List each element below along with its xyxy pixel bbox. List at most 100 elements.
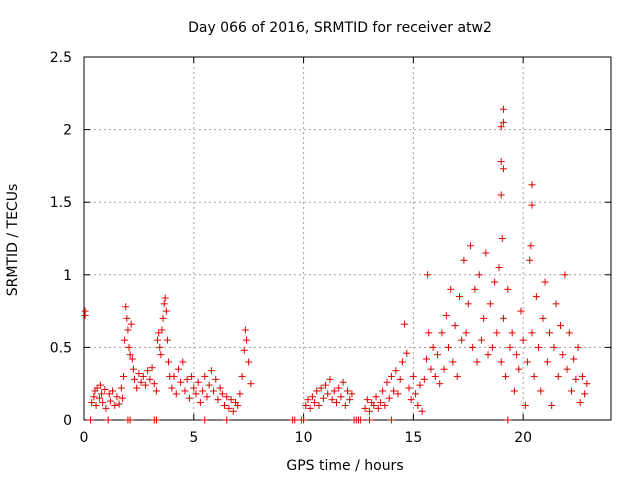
data-point — [392, 367, 400, 375]
data-point — [583, 380, 591, 388]
data-point — [216, 384, 224, 392]
data-point — [473, 358, 481, 366]
data-point — [210, 387, 218, 395]
data-point — [381, 401, 389, 409]
data-point — [118, 394, 126, 402]
data-point — [313, 387, 321, 395]
data-point — [311, 399, 319, 407]
data-point — [510, 387, 518, 395]
x-tick-label: 10 — [295, 430, 313, 446]
data-point — [539, 314, 547, 322]
x-tick-label: 0 — [80, 430, 89, 446]
data-point — [482, 249, 490, 257]
data-point — [427, 365, 435, 373]
data-point — [192, 390, 200, 398]
data-point — [527, 242, 535, 250]
data-point — [561, 271, 569, 279]
data-point — [227, 396, 235, 404]
data-point — [374, 404, 382, 412]
data-point — [559, 351, 567, 359]
data-point — [554, 372, 562, 380]
data-point — [158, 326, 166, 334]
data-point — [162, 307, 170, 315]
data-point — [497, 191, 505, 199]
data-point — [121, 336, 129, 344]
data-point — [462, 329, 470, 337]
data-point — [152, 387, 160, 395]
y-tick-label: 0.5 — [50, 340, 72, 356]
data-point — [308, 393, 316, 401]
data-point — [458, 336, 466, 344]
data-point — [135, 370, 143, 378]
data-point — [300, 416, 308, 424]
data-point — [179, 358, 187, 366]
data-point — [105, 390, 113, 398]
data-point — [508, 329, 516, 337]
data-point — [328, 396, 336, 404]
data-point — [563, 365, 571, 373]
data-point — [361, 404, 369, 412]
data-point — [528, 329, 536, 337]
data-point — [139, 372, 147, 380]
data-point — [106, 397, 114, 405]
data-point — [212, 375, 220, 383]
data-point — [98, 390, 106, 398]
data-point — [131, 375, 139, 383]
data-point — [376, 399, 384, 407]
y-axis-label: SRMTID / TECUs — [5, 184, 21, 297]
data-point — [486, 300, 494, 308]
data-point — [423, 355, 431, 363]
data-point — [218, 390, 226, 398]
data-point — [238, 372, 246, 380]
data-point — [513, 351, 521, 359]
y-tick-label: 1 — [63, 268, 72, 284]
data-point — [455, 293, 463, 301]
data-point — [113, 393, 121, 401]
data-point — [499, 165, 507, 173]
data-point — [493, 329, 501, 337]
data-point — [499, 314, 507, 322]
data-point — [315, 401, 323, 409]
data-point — [502, 372, 510, 380]
data-point — [567, 387, 575, 395]
data-point — [541, 278, 549, 286]
data-point — [330, 387, 338, 395]
data-point — [348, 390, 356, 398]
data-point — [535, 343, 543, 351]
data-point — [477, 336, 485, 344]
data-point — [190, 384, 198, 392]
data-point — [409, 372, 417, 380]
y-tick-labels: 0 0.5 1 1.5 2 2.5 — [50, 50, 72, 429]
data-point — [576, 399, 584, 407]
data-point — [125, 343, 133, 351]
data-point — [499, 105, 507, 113]
data-point — [144, 367, 152, 375]
data-point — [442, 311, 450, 319]
data-point — [447, 285, 455, 293]
data-point — [225, 404, 233, 412]
data-point — [223, 393, 231, 401]
data-point — [236, 390, 244, 398]
data-point — [480, 314, 488, 322]
data-point — [120, 372, 128, 380]
data-point — [528, 201, 536, 209]
data-point — [398, 358, 406, 366]
data-point — [101, 386, 109, 394]
data-point — [234, 401, 242, 409]
data-point — [326, 375, 334, 383]
data-point — [526, 256, 534, 264]
data-point — [81, 311, 89, 319]
data-point — [519, 336, 527, 344]
data-point — [344, 387, 351, 395]
grid-lines — [84, 57, 611, 420]
data-point — [174, 365, 182, 373]
data-point — [247, 380, 255, 388]
data-point — [407, 396, 415, 404]
data-point — [88, 399, 96, 407]
data-point — [124, 326, 132, 334]
data-point — [160, 300, 168, 308]
data-point — [317, 384, 325, 392]
data-point — [517, 307, 525, 315]
data-point — [460, 256, 468, 264]
data-point — [241, 326, 249, 334]
